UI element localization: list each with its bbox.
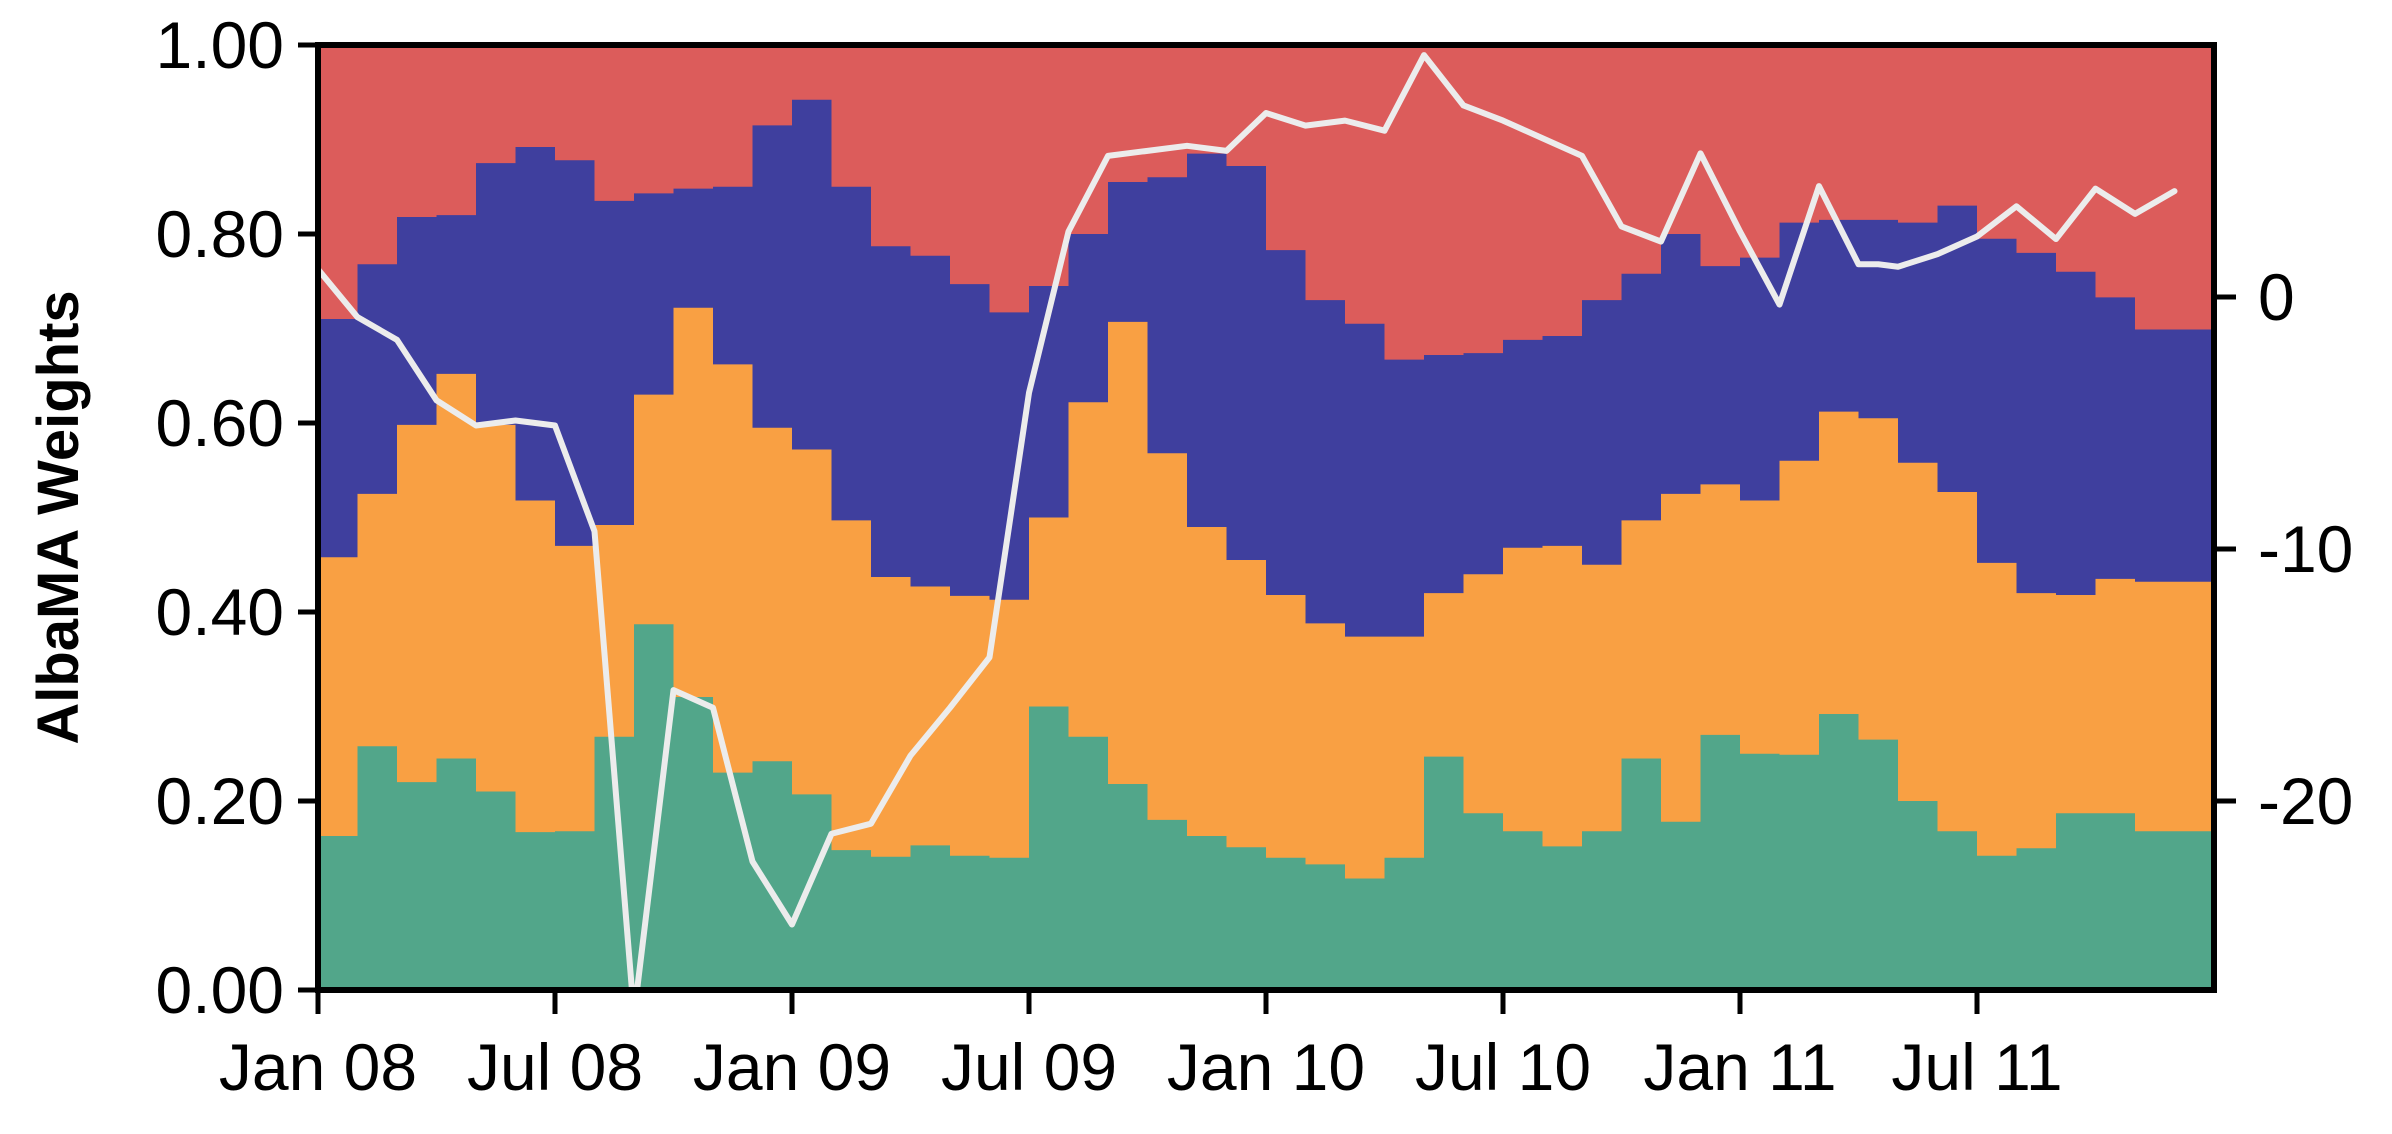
x-tick-label: Jul 10 — [1415, 1030, 1591, 1104]
y-tick-label: 0.00 — [156, 953, 284, 1027]
y-right-tick-label: -10 — [2258, 512, 2353, 586]
x-tick-label: Jan 08 — [219, 1030, 417, 1104]
x-tick-label: Jan 10 — [1167, 1030, 1365, 1104]
y-axis-right: 0 -10 -20 — [2214, 260, 2353, 838]
y-axis-left: 0.00 0.20 0.40 0.60 0.80 1.00 — [156, 8, 318, 1027]
y-tick-label: 0.60 — [156, 386, 284, 460]
y-right-tick-label: -20 — [2258, 764, 2353, 838]
area-series-1 — [318, 624, 2214, 990]
y-tick-label: 1.00 — [156, 8, 284, 82]
y-tick-label: 0.40 — [156, 575, 284, 649]
x-tick-label: Jul 08 — [467, 1030, 643, 1104]
line-series-layer — [318, 52, 2178, 990]
y-tick-label: 0.80 — [156, 197, 284, 271]
x-tick-label: Jul 11 — [1891, 1030, 2062, 1104]
line-series — [318, 52, 2178, 990]
x-axis: Jan 08 Jul 08 Jan 09 Jul 09 Jan 10 Jul 10 Jan … — [219, 990, 2063, 1104]
x-tick-label: Jan 09 — [693, 1030, 891, 1104]
y-axis-title: AlbaMA Weights — [26, 290, 91, 744]
x-tick-label: Jan 11 — [1643, 1030, 1836, 1104]
area-series-layer — [318, 45, 2214, 991]
y-right-tick-label: 0 — [2258, 260, 2295, 334]
x-tick-label: Jul 09 — [941, 1030, 1117, 1104]
y-tick-label: 0.20 — [156, 764, 284, 838]
